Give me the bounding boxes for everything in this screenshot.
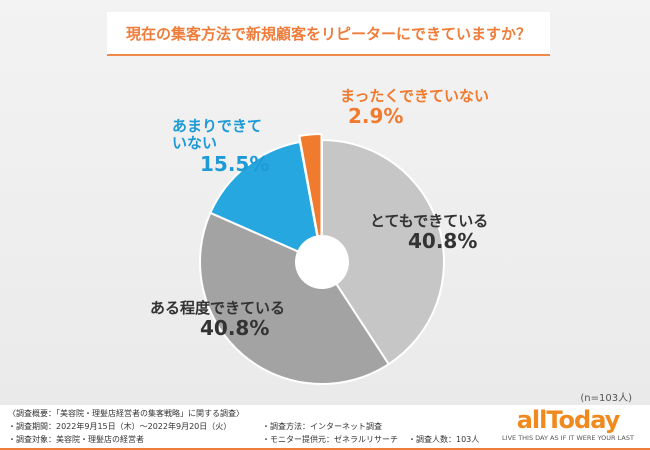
- label-very-value: 40.8%: [408, 229, 478, 254]
- label-not-at-all: まったくできていない 2.9%: [340, 87, 510, 129]
- slice-not-much: [209, 140, 324, 264]
- survey-target: ・調査対象：美容院・理髪店の経営者: [8, 435, 144, 444]
- label-not-much: あまりできていない 15.5%: [172, 117, 282, 176]
- survey-method: ・調査方法：インターネット調査: [262, 422, 382, 431]
- donut-hole: [295, 235, 349, 289]
- slice-somewhat: [199, 211, 391, 385]
- alltoday-logo: allToday LIVE THIS DAY AS IF IT WERE YOU…: [492, 406, 644, 443]
- label-very-name: とてもできている: [370, 212, 489, 230]
- survey-overview: 〈調査概要：「美容院・理髪店経営者の集客戦略」に関する調査〉: [8, 409, 244, 418]
- label-somewhat-value: 40.8%: [200, 316, 270, 341]
- logo-text: allToday: [516, 406, 621, 434]
- survey-count: ・調査人数：103人: [408, 435, 480, 444]
- label-not-much-name: あまりできていない: [172, 117, 263, 153]
- label-very: とてもできている 40.8%: [370, 212, 510, 254]
- sample-size: (n=103人): [580, 393, 632, 404]
- label-not-much-value: 15.5%: [200, 151, 270, 176]
- label-not-at-all-value: 2.9%: [348, 104, 404, 129]
- chart-title: 現在の集客方法で新規顧客をリピーターにできていますか？: [107, 12, 550, 56]
- survey-period: ・調査期間：2022年9月15日（木）～2022年9月20日（火）: [8, 422, 232, 431]
- label-not-at-all-name: まったくできていない: [340, 87, 489, 105]
- label-somewhat-name: ある程度できている: [150, 299, 286, 317]
- slice-not-at-all: [298, 133, 323, 257]
- label-somewhat: ある程度できている 40.8%: [150, 299, 310, 341]
- survey-provider: ・モニター提供元：ゼネラルリサーチ: [262, 435, 398, 444]
- logo-tagline: LIVE THIS DAY AS IF IT WERE YOUR LAST: [502, 434, 634, 442]
- footer: 〈調査概要：「美容院・理髪店経営者の集客戦略」に関する調査〉 ・調査期間：202…: [0, 405, 650, 450]
